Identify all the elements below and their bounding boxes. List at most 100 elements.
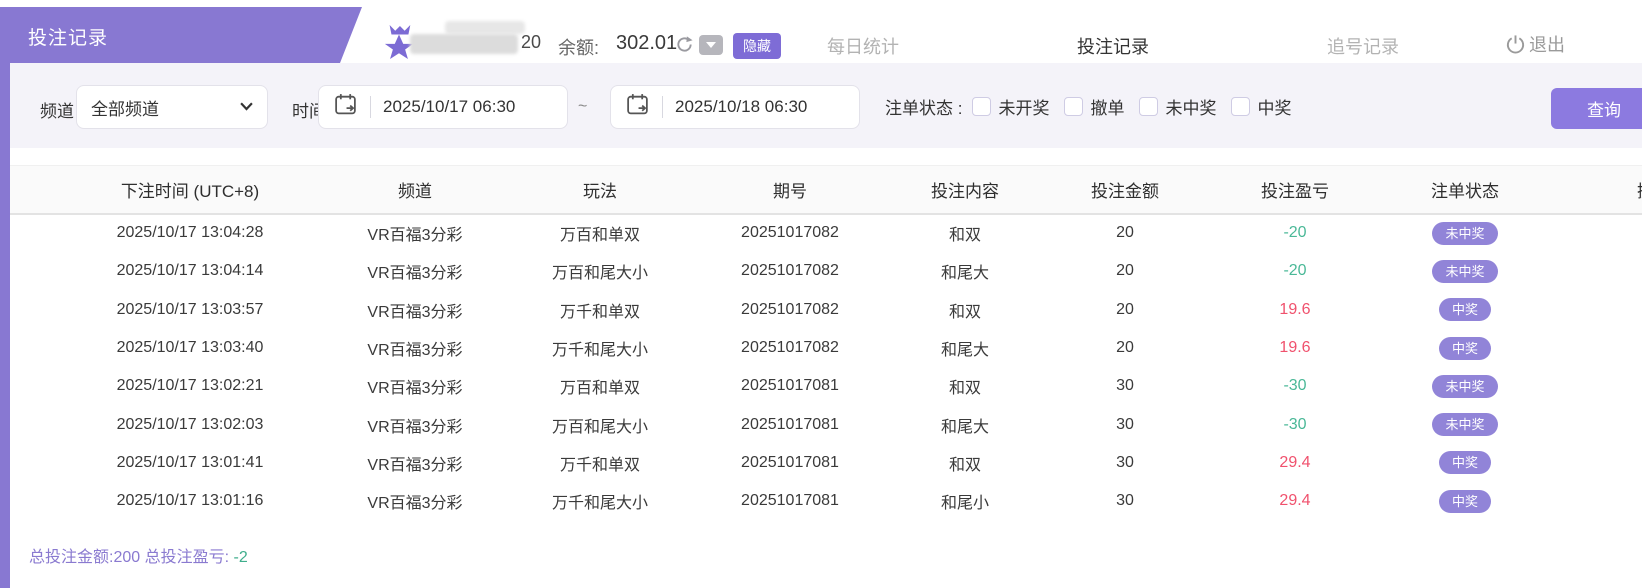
cell-play: 万千和单双 (559, 456, 640, 474)
cell-amount: 20 (1116, 262, 1134, 280)
balance-label: 余额: (558, 38, 600, 58)
cell-period: 20251017081 (741, 492, 839, 510)
table-row: 2025/10/17 13:01:16 VR百福3分彩 万千和尾大小 20251017… (0, 482, 1642, 520)
cell-time: 2025/10/17 13:01:16 (116, 492, 264, 510)
col-bet-content: 投注内容 (931, 182, 999, 201)
table-row: 2025/10/17 13:02:03 VR百福3分彩 万百和尾大小 20251017… (0, 405, 1642, 443)
checkbox-label: 未开奖 (998, 98, 1050, 118)
cell-play: 万千和单双 (559, 303, 640, 321)
table-row: 2025/10/17 13:03:40 VR百福3分彩 万千和尾大小 20251017… (0, 329, 1642, 367)
divider (370, 96, 371, 118)
cell-status: 中奖 (1380, 451, 1550, 475)
checkbox-cancelled[interactable] (1064, 96, 1084, 116)
cell-profit: -20 (1283, 224, 1307, 242)
search-button[interactable]: 查询 (1551, 88, 1642, 129)
cell-content: 和双 (948, 380, 981, 398)
col-bet-time: 下注时间 (UTC+8) (120, 182, 260, 201)
calendar-icon (333, 92, 358, 122)
cell-time: 2025/10/17 13:03:57 (116, 300, 264, 318)
chevron-down-icon (240, 98, 253, 116)
channel-select-value: 全部频道 (91, 99, 159, 119)
cell-period: 20251017081 (741, 453, 839, 471)
table-row: 2025/10/17 13:03:57 VR百福3分彩 万千和单双 202510170… (0, 291, 1642, 329)
table-header: 下注时间 (UTC+8) 频道 玩法 期号 投注内容 投注金额 投注盈亏 注单状… (0, 165, 1642, 215)
cell-content: 和双 (948, 227, 981, 245)
cell-period: 20251017081 (741, 377, 839, 395)
cell-channel: VR百福3分彩 (367, 265, 463, 283)
username-suffix: 20 (521, 32, 542, 52)
cell-status: 未中奖 (1380, 374, 1550, 398)
username-redacted (410, 34, 518, 54)
status-badge: 未中奖 (1432, 221, 1498, 245)
status-badge: 中奖 (1438, 451, 1491, 475)
checkbox-not-drawn[interactable] (972, 96, 992, 116)
channel-select[interactable]: 全部频道 (76, 85, 268, 129)
checkbox-not-won[interactable] (1139, 96, 1159, 116)
cell-profit: -20 (1283, 262, 1307, 280)
tab-daily-stats[interactable]: 每日统计 (827, 37, 899, 57)
cell-content: 和尾大 (940, 265, 989, 283)
cell-channel: VR百福3分彩 (367, 495, 463, 513)
left-accent-strip (0, 63, 10, 588)
total-profit-label: 总投注盈亏: (144, 549, 230, 566)
order-status-label: 注单状态 : (885, 98, 963, 118)
cell-status: 中奖 (1380, 298, 1550, 322)
cell-content: 和尾大 (940, 418, 989, 436)
cell-content: 和双 (948, 303, 981, 321)
date-to-input[interactable]: 2025/10/18 06:30 (610, 85, 860, 129)
cell-play: 万百和尾大小 (551, 418, 648, 436)
cell-amount: 20 (1116, 300, 1134, 318)
status-badge: 未中奖 (1432, 413, 1498, 437)
channel-filter-label: 频道 (40, 102, 74, 121)
cell-period: 20251017082 (741, 224, 839, 242)
cell-profit: 19.6 (1279, 300, 1311, 318)
cell-status: 中奖 (1380, 489, 1550, 513)
status-badge: 中奖 (1438, 489, 1491, 513)
cell-channel: VR百福3分彩 (367, 227, 463, 245)
table-row: 2025/10/17 13:04:28 VR百福3分彩 万百和单双 202510170… (0, 214, 1642, 252)
cell-profit: -30 (1283, 415, 1307, 433)
balance-dropdown-button[interactable] (699, 35, 723, 55)
cell-amount: 30 (1116, 377, 1134, 395)
logout-button[interactable]: 退出 (1505, 31, 1565, 57)
checkbox-label: 未中奖 (1165, 98, 1217, 118)
status-badge: 中奖 (1438, 298, 1491, 322)
cell-time: 2025/10/17 13:01:41 (116, 453, 264, 471)
cell-profit: -30 (1283, 377, 1307, 395)
cell-amount: 20 (1116, 224, 1134, 242)
cell-status: 未中奖 (1380, 413, 1550, 437)
checkbox-label: 撤单 (1090, 98, 1125, 118)
cell-amount: 20 (1116, 339, 1134, 357)
tab-chase-records[interactable]: 追号记录 (1327, 37, 1399, 57)
cell-amount: 30 (1116, 492, 1134, 510)
cell-time: 2025/10/17 13:02:03 (116, 415, 264, 433)
cell-play: 万千和尾大小 (551, 342, 648, 360)
cell-content: 和双 (948, 456, 981, 474)
table-body: 2025/10/17 13:04:28 VR百福3分彩 万百和单双 202510170… (0, 214, 1642, 520)
total-amount-value: 200 (113, 549, 141, 566)
cell-amount: 30 (1116, 415, 1134, 433)
cell-play: 万百和尾大小 (551, 265, 648, 283)
col-play: 玩法 (583, 182, 617, 201)
cell-period: 20251017082 (741, 262, 839, 280)
checkbox-won[interactable] (1231, 96, 1251, 116)
status-badge: 未中奖 (1432, 259, 1498, 283)
cell-play: 万百和单双 (559, 227, 640, 245)
cell-status: 未中奖 (1380, 221, 1550, 245)
tab-betting-records[interactable]: 投注记录 (1077, 37, 1149, 57)
order-status-filter-group: 注单状态 : 未开奖 撤单 未中奖 中奖 (885, 92, 1306, 120)
username-redacted (445, 21, 525, 34)
range-separator: ~ (578, 98, 588, 115)
hide-balance-button[interactable]: 隐藏 (733, 33, 781, 59)
col-profit-loss: 投注盈亏 (1261, 182, 1329, 201)
chevron-down-icon (706, 42, 716, 48)
table-row: 2025/10/17 13:04:14 VR百福3分彩 万百和尾大小 20251017… (0, 252, 1642, 290)
refresh-icon[interactable] (675, 35, 694, 59)
date-from-input[interactable]: 2025/10/17 06:30 (318, 85, 568, 129)
total-amount-label: 总投注金额: (29, 549, 114, 566)
col-channel: 频道 (398, 182, 432, 201)
col-order-status: 注单状态 (1431, 182, 1499, 201)
cell-profit: 29.4 (1279, 492, 1311, 510)
totals-summary: 总投注金额:200 总投注盈亏: -2 (29, 543, 248, 567)
time-filter-label: 时间 (292, 102, 326, 121)
